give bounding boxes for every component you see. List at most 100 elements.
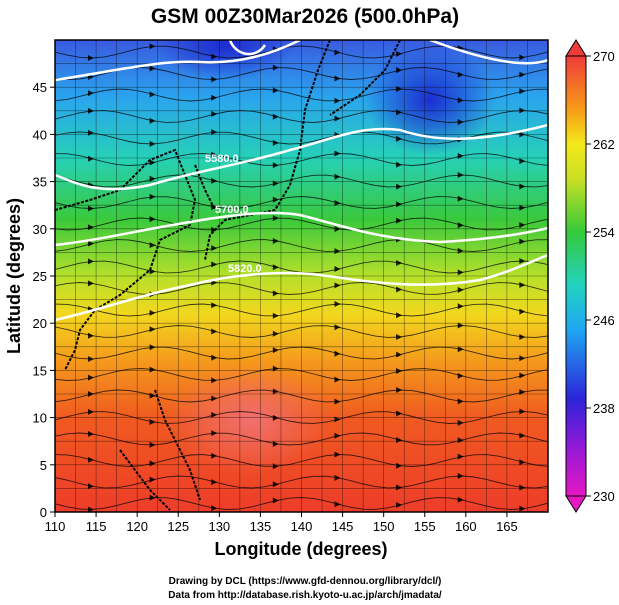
wind-arrow xyxy=(149,326,156,333)
wind-arrow xyxy=(334,226,341,233)
wind-arrow xyxy=(334,97,341,104)
wind-arrow xyxy=(457,286,464,293)
wind-arrow xyxy=(149,159,156,166)
coastline-borneo xyxy=(119,449,171,511)
wind-arrow xyxy=(519,88,526,95)
wind-arrow xyxy=(519,372,526,379)
wind-arrow xyxy=(87,374,94,381)
wind-arrow xyxy=(87,408,94,415)
streamline xyxy=(55,110,548,123)
y-tick-label: 40 xyxy=(33,127,47,142)
wind-arrow xyxy=(334,282,341,289)
wind-arrow xyxy=(272,196,279,203)
streamline xyxy=(55,497,548,510)
x-tick-label: 160 xyxy=(455,519,477,534)
wind-arrow xyxy=(334,115,341,122)
wind-arrow xyxy=(519,388,526,395)
wind-arrow xyxy=(396,484,403,491)
wind-arrow xyxy=(396,410,403,417)
wind-arrow xyxy=(396,259,403,266)
wind-arrow xyxy=(457,346,464,353)
wind-arrow xyxy=(211,452,218,459)
wind-arrow xyxy=(396,437,403,444)
wind-arrow xyxy=(334,75,341,82)
wind-arrow xyxy=(519,107,526,114)
colorbar-tick-label: 254 xyxy=(593,225,615,240)
y-tick-label: 15 xyxy=(33,363,47,378)
wind-arrow xyxy=(272,139,279,146)
colorbar-tick-label: 238 xyxy=(593,401,615,416)
x-tick-label: 130 xyxy=(208,519,230,534)
wind-arrow xyxy=(211,328,218,335)
wind-arrow xyxy=(211,302,218,309)
wind-arrow xyxy=(211,76,218,83)
contour-label-5580: 5580.0 xyxy=(205,153,239,165)
coastlines xyxy=(55,40,401,511)
wind-arrow xyxy=(149,216,156,223)
wind-arrow xyxy=(519,258,526,265)
wind-arrow xyxy=(396,86,403,93)
y-tick-label: 25 xyxy=(33,269,47,284)
warm-pool xyxy=(170,365,330,475)
streamline xyxy=(55,303,548,317)
wind-arrow xyxy=(87,54,94,61)
wind-arrow xyxy=(396,367,403,374)
streamline xyxy=(55,282,548,295)
wind-arrow xyxy=(334,173,341,180)
wind-arrow xyxy=(149,392,156,399)
wind-arrow xyxy=(272,64,279,71)
wind-arrow xyxy=(457,71,464,78)
streamline xyxy=(55,325,548,338)
wind-arrow xyxy=(87,240,94,247)
wind-arrow xyxy=(396,217,403,224)
wind-arrow xyxy=(211,411,218,418)
wind-arrow xyxy=(87,129,94,136)
wind-arrow xyxy=(149,441,156,448)
wind-arrow xyxy=(396,312,403,319)
wind-arrow xyxy=(211,151,218,158)
wind-arrow xyxy=(211,354,218,361)
wind-arrow xyxy=(457,152,464,159)
wind-arrow xyxy=(149,117,156,124)
wind-arrow xyxy=(334,376,341,383)
wind-arrow xyxy=(272,365,279,372)
wind-arrow xyxy=(334,398,341,405)
x-axis-label: Longitude (degrees) xyxy=(214,539,387,559)
streamline xyxy=(55,45,548,59)
contour-line-5700 xyxy=(55,211,548,247)
wind-arrow xyxy=(211,245,218,252)
wind-arrow xyxy=(272,497,279,504)
wind-arrow xyxy=(272,87,279,94)
wind-arrow xyxy=(519,204,526,211)
wind-arrow xyxy=(272,290,279,297)
wind-arrow xyxy=(87,332,94,339)
wind-arrow xyxy=(396,351,403,358)
x-tick-label: 110 xyxy=(45,519,66,534)
colorbar-tick-label: 262 xyxy=(593,137,615,152)
y-tick-label: 20 xyxy=(33,316,47,331)
y-tick-label: 0 xyxy=(40,505,47,520)
wind-arrow xyxy=(272,388,279,395)
streamline xyxy=(55,196,548,209)
wind-arrow xyxy=(519,71,526,78)
wind-arrow xyxy=(87,155,94,162)
wind-arrow xyxy=(87,506,94,512)
wind-arrow xyxy=(519,238,526,245)
contour-line xyxy=(55,40,301,82)
wind-arrow xyxy=(334,200,341,207)
x-tick-label: 165 xyxy=(496,519,518,534)
wind-arrow xyxy=(457,118,464,125)
wind-arrow xyxy=(87,483,94,490)
wind-arrow xyxy=(457,172,464,179)
wind-arrow xyxy=(149,344,156,351)
wind-arrow xyxy=(396,67,403,74)
wind-arrow xyxy=(519,282,526,289)
wind-arrow xyxy=(211,53,218,60)
x-axis-ticks: 110 115 120 125 130 135 140 145 150 155 160 165 xyxy=(45,512,518,534)
wind-arrow xyxy=(87,205,94,212)
wind-arrow xyxy=(519,54,526,61)
wind-arrow xyxy=(87,224,94,231)
wind-arrow xyxy=(272,463,279,470)
wind-arrow xyxy=(211,377,218,384)
